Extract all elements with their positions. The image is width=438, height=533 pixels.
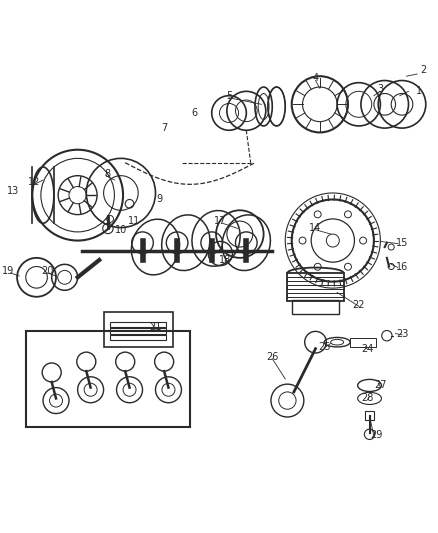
Bar (110, 328, 166, 334)
Text: 6: 6 (191, 108, 198, 118)
Text: 12: 12 (28, 177, 41, 187)
Bar (292, 300, 339, 314)
Text: 3: 3 (377, 84, 383, 94)
Bar (287, 273, 344, 301)
Bar (110, 335, 166, 340)
Bar (26, 332, 190, 426)
Text: 11: 11 (128, 216, 140, 226)
Text: 20: 20 (41, 266, 53, 276)
Bar (287, 277, 344, 281)
Text: 29: 29 (370, 430, 382, 440)
Text: 10: 10 (115, 225, 127, 235)
Bar (287, 293, 344, 297)
Text: 7: 7 (161, 123, 167, 133)
Text: 24: 24 (361, 344, 374, 354)
Text: 14: 14 (309, 223, 321, 232)
Text: 9: 9 (157, 195, 163, 205)
Text: 15: 15 (396, 238, 408, 248)
Text: 28: 28 (361, 393, 374, 403)
Bar (365, 411, 374, 420)
Text: 13: 13 (7, 186, 19, 196)
Text: 5: 5 (226, 91, 232, 101)
Text: 8: 8 (105, 168, 111, 179)
Text: 4: 4 (312, 74, 318, 83)
Text: 16: 16 (396, 262, 408, 271)
Text: 1: 1 (416, 86, 422, 96)
Bar (350, 338, 376, 346)
Text: 19: 19 (2, 266, 14, 276)
Text: 25: 25 (318, 342, 330, 351)
Text: 21: 21 (149, 322, 162, 332)
Text: 27: 27 (374, 381, 387, 391)
Text: 23: 23 (396, 328, 408, 338)
Text: 26: 26 (266, 352, 279, 362)
Bar (110, 322, 166, 327)
Text: 18: 18 (219, 255, 231, 265)
Bar (287, 285, 344, 289)
Text: 22: 22 (353, 301, 365, 310)
Text: 2: 2 (420, 64, 427, 75)
Text: 17: 17 (214, 216, 226, 226)
Bar (104, 312, 173, 346)
